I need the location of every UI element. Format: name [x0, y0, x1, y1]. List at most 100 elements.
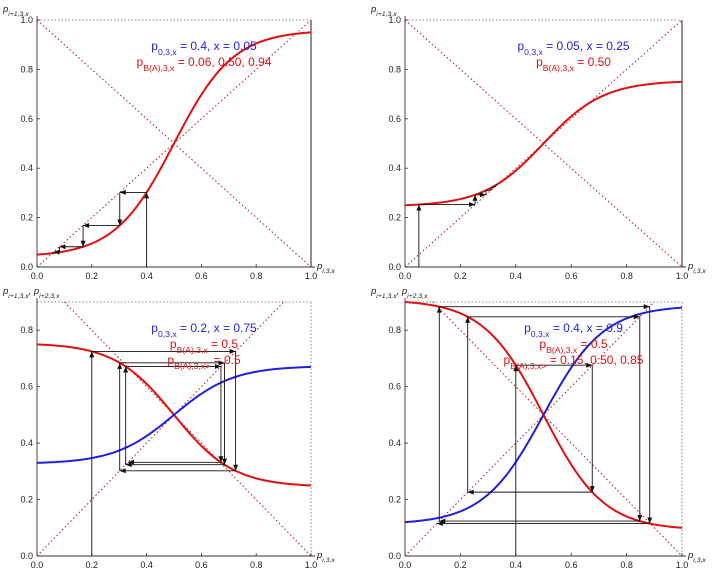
- y-tick-label: 0.2: [388, 213, 401, 223]
- y-tick-label: 0.8: [20, 64, 33, 74]
- cobweb-arrow: [144, 192, 150, 199]
- x-tick-label: 0.0: [399, 271, 412, 281]
- annotation: pB(A),3,x>​ = 0.15, 0.50, 0.85: [504, 353, 644, 371]
- y-tick-label: 0.8: [388, 325, 401, 335]
- x-axis-label: pi,3,x​: [316, 550, 335, 564]
- y-tick-label: 0.0: [388, 551, 401, 561]
- x-axis-label: pi,3,x​: [687, 550, 706, 564]
- x-tick-label: 0.0: [31, 560, 44, 570]
- cobweb-arrow: [633, 314, 640, 320]
- cobweb-arrow: [119, 189, 126, 195]
- panel-top-right: 0.0 0.2 0.4 0.6 0.8 1.00.00.20.40.60.81.0pi+1…: [370, 4, 706, 281]
- cobweb-arrow: [218, 360, 225, 366]
- series-second-iterate: [36, 365, 312, 464]
- cobweb-arrow: [469, 202, 476, 208]
- cobweb-arrow: [233, 464, 239, 471]
- y-tick-label: 1.0: [20, 15, 33, 25]
- annotation: pB(A),3,x​ = 0.50: [536, 55, 611, 73]
- cobweb-arrow: [586, 362, 593, 368]
- y-axis-label: pi+1,3,x​, pi+2,3,x​: [370, 286, 428, 300]
- cobweb-arrow: [465, 316, 471, 323]
- y-tick-label: 0.2: [20, 495, 33, 505]
- y-tick-label: 0.0: [20, 262, 33, 272]
- y-tick-label: 0.8: [388, 64, 401, 74]
- cobweb-arrow: [467, 489, 474, 495]
- cobweb-arrow: [123, 366, 129, 373]
- cobweb-arrow: [439, 518, 446, 524]
- cobweb-arrow: [436, 306, 442, 313]
- y-tick-label: 0.0: [388, 262, 401, 272]
- x-tick-label: 0.8: [250, 560, 263, 570]
- y-axis-label: pi+1,3,x​, pi+2,3,x​: [2, 286, 60, 300]
- x-tick-label: 0.2: [454, 560, 467, 570]
- cobweb-arrow: [89, 351, 95, 358]
- x-tick-label: 0.4: [140, 271, 153, 281]
- cobweb-arrow: [222, 458, 228, 465]
- cobweb-arrow: [214, 364, 221, 370]
- annotation: pB(A),3,x​ = 0.5: [170, 337, 239, 355]
- cobweb-arrow: [643, 304, 650, 310]
- panel-bottom-left: 0.0 0.2 0.4 0.6 0.8 1.0 0.0 0.2 0.4 0.6 0.8 pi+1,3,…: [2, 286, 335, 570]
- y-tick-label: 1.0: [388, 15, 401, 25]
- x-tick-label: 0.6: [195, 560, 208, 570]
- y-axis-label: pi+1,3,x​: [2, 4, 29, 18]
- cobweb-arrow: [513, 365, 519, 372]
- identity-diagonal: [36, 301, 284, 557]
- x-tick-label: 0.4: [510, 560, 523, 570]
- identity-diagonal: [404, 301, 655, 557]
- cobweb-arrow: [83, 222, 90, 228]
- x-tick-label: 0.4: [510, 271, 523, 281]
- x-axis-label: pi,3,x​: [687, 261, 706, 275]
- cobweb-arrow: [229, 348, 236, 354]
- y-tick-label: 0.2: [388, 495, 401, 505]
- x-tick-label: 1.0: [305, 271, 318, 281]
- x-tick-label: 0.2: [86, 560, 99, 570]
- x-tick-label: 0.6: [565, 271, 578, 281]
- cobweb-arrow: [218, 456, 224, 463]
- cobweb-arrow: [436, 521, 443, 527]
- x-axis-label: pi,3,x​: [316, 261, 335, 275]
- y-tick-label: 0.6: [388, 382, 401, 392]
- annotation: pB(A),3,x​ = 0.5: [539, 337, 608, 355]
- annotation: pB(A),3,x>​ = 0.5: [167, 353, 241, 371]
- cobweb-arrow: [117, 219, 123, 226]
- y-tick-label: 0.4: [20, 163, 33, 173]
- cobweb-arrow: [127, 459, 134, 465]
- annotation: p0,3,x​ = 0.4, x = 0.05: [151, 39, 257, 57]
- y-tick-label: 0.0: [20, 551, 33, 561]
- cobweb-arrow: [117, 362, 123, 369]
- series-map: [404, 80, 683, 207]
- y-tick-label: 0.4: [20, 438, 33, 448]
- cobweb-arrow: [637, 515, 643, 522]
- annotation: p0,3,x​ = 0.2, x = 0.75: [151, 321, 257, 339]
- x-tick-label: 1.0: [676, 560, 689, 570]
- x-tick-label: 0.0: [31, 271, 44, 281]
- cobweb-arrow: [59, 244, 66, 250]
- y-tick-label: 0.2: [20, 213, 33, 223]
- x-tick-label: 0.2: [454, 271, 467, 281]
- x-tick-label: 0.0: [399, 560, 412, 570]
- panel-top-left: 0.0 0.2 0.4 0.6 0.8 1.00.00.20.40.60.81.0pi+1…: [2, 4, 335, 281]
- series-second-iterate: [404, 306, 683, 524]
- x-tick-label: 0.8: [620, 271, 633, 281]
- y-tick-label: 0.6: [388, 114, 401, 124]
- cobweb-arrow: [80, 240, 86, 247]
- x-tick-label: 0.2: [86, 271, 99, 281]
- y-axis-label: pi+1,3,x​: [370, 4, 397, 18]
- annotation: p0,3,x​ = 0.4, x = 0.9: [524, 321, 623, 339]
- x-tick-label: 0.8: [620, 560, 633, 570]
- anti-diagonal: [64, 301, 312, 557]
- cobweb-arrow: [589, 486, 595, 493]
- cobweb-arrow: [647, 517, 653, 524]
- x-tick-label: 0.6: [195, 271, 208, 281]
- annotation: p0,3,x​ = 0.05, x = 0.25: [517, 39, 629, 57]
- cobweb-arrow: [472, 194, 478, 201]
- cobweb-arrow: [53, 249, 60, 255]
- cobweb-arrow: [119, 468, 126, 474]
- x-tick-label: 0.8: [250, 271, 263, 281]
- cobweb-arrow: [125, 462, 132, 468]
- cobweb-arrow: [416, 204, 422, 211]
- y-tick-label: 0.6: [20, 382, 33, 392]
- y-tick-label: 0.4: [388, 438, 401, 448]
